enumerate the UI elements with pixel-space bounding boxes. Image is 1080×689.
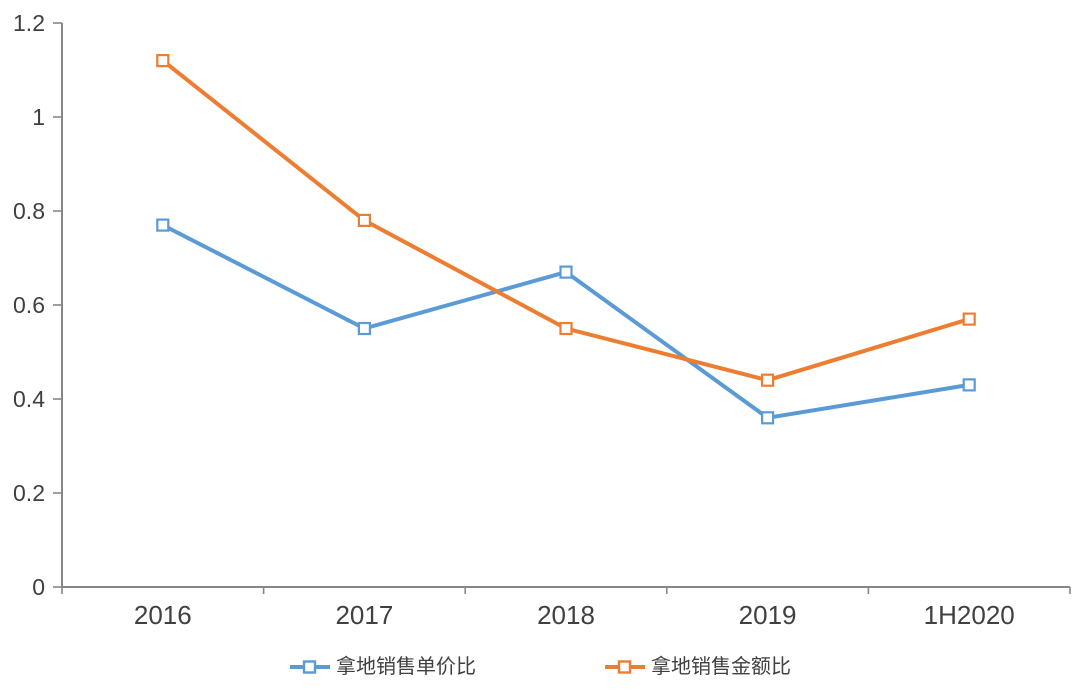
legend-line-square-marker-icon [289,660,331,674]
x-axis-tick-label: 2016 [134,600,192,630]
legend-item-series-1: 拿地销售金额比 [604,657,791,677]
data-point-marker-series-1 [357,213,371,227]
data-point-marker-series-1 [962,312,976,326]
y-axis-tick-label: 0 [32,574,45,600]
data-point-marker-series-0 [559,265,573,279]
legend-line-square-marker-icon [604,660,646,674]
y-axis-tick-label: 0.8 [13,198,45,224]
x-axis-tick-label: 2017 [335,600,393,630]
x-axis-tick-label: 2019 [739,600,797,630]
line-chart-plot: 0 0.2 0.4 0.6 0.8 1 1.2 2016 2017 2018 2019 1H2020 [13,10,1071,630]
x-axis-tick-label: 2018 [537,600,595,630]
data-point-marker-series-0 [962,378,976,392]
data-point-marker-series-0 [156,218,170,232]
y-axis-tick-label: 0.2 [13,480,45,506]
data-point-marker-series-1 [156,53,170,68]
x-axis-tick-label: 1H2020 [924,600,1015,630]
y-axis-tick-label: 1 [32,104,45,130]
data-point-marker-series-0 [357,321,371,336]
data-point-marker-series-1 [760,373,775,387]
legend: 拿地销售单价比 拿地销售金额比 [0,650,1080,684]
series-line-0 [160,223,972,420]
y-axis-tick-label: 1.2 [13,10,45,36]
legend-label: 拿地销售单价比 [336,656,476,678]
y-axis-tick-label: 0.4 [13,386,45,412]
data-point-marker-series-0 [760,411,775,425]
data-point-marker-series-1 [559,321,573,336]
legend-label: 拿地销售金额比 [651,656,791,678]
legend-item-series-0: 拿地销售单价比 [289,657,476,677]
y-axis-tick-label: 0.6 [13,292,45,318]
